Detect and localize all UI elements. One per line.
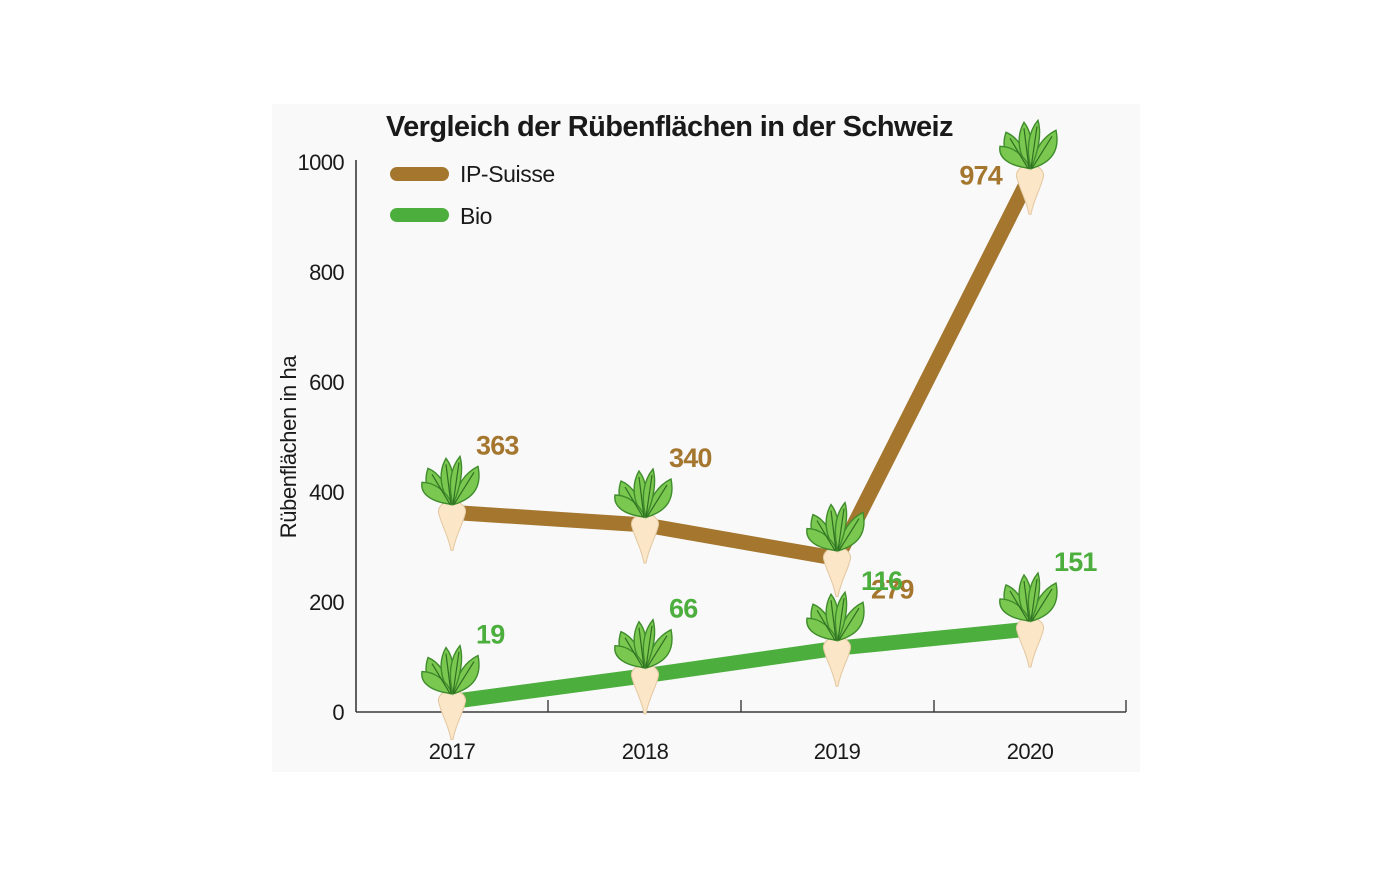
sugar-beet-icon — [999, 119, 1058, 216]
chart-title: Vergleich der Rübenflächen in der Schwei… — [386, 111, 953, 143]
series-line-bio — [451, 621, 1031, 709]
y-tick-labels: 0 200 400 600 800 1000 — [297, 150, 345, 725]
data-label-bio: 19 — [476, 620, 505, 650]
sugar-beet-icon — [999, 572, 1058, 668]
x-tick-label: 2018 — [622, 739, 669, 764]
value-labels: 363 340 279 974 19 66 116 151 — [476, 160, 1098, 650]
legend-label-ip-suisse: IP-Suisse — [460, 161, 555, 187]
data-label-ip-suisse: 363 — [476, 430, 519, 460]
data-label-ip-suisse: 279 — [871, 575, 914, 605]
x-tick-labels: 2017 2018 2019 2020 — [429, 700, 1127, 764]
series-line-ip-suisse — [451, 172, 1037, 567]
data-label-ip-suisse: 340 — [669, 443, 712, 473]
chart-card: Vergleich der Rübenflächen in der Schwei… — [272, 104, 1140, 772]
x-tick-label: 2019 — [814, 739, 861, 764]
y-tick-label: 0 — [332, 700, 344, 725]
y-tick-label: 200 — [309, 590, 344, 615]
y-tick-label: 1000 — [297, 150, 344, 175]
y-axis-title: Rübenflächen in ha — [276, 355, 301, 539]
y-tick-label: 400 — [309, 480, 344, 505]
line-chart: Vergleich der Rübenflächen in der Schwei… — [276, 111, 1127, 764]
series-layer — [451, 172, 1037, 709]
legend-label-bio: Bio — [460, 203, 492, 229]
sugar-beet-icon — [421, 455, 480, 552]
x-tick-label: 2017 — [429, 739, 476, 764]
data-label-bio: 116 — [861, 566, 903, 596]
sugar-beet-icon — [614, 468, 673, 564]
x-tick-label: 2020 — [1007, 739, 1054, 764]
y-tick-label: 600 — [309, 370, 344, 395]
y-tick-label: 800 — [309, 260, 344, 285]
data-label-ip-suisse: 974 — [959, 160, 1002, 190]
data-label-bio: 151 — [1054, 547, 1097, 577]
legend: IP-Suisse Bio — [390, 161, 555, 229]
data-label-bio: 66 — [669, 594, 698, 624]
